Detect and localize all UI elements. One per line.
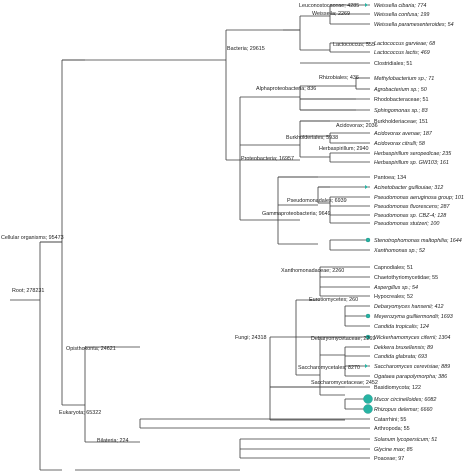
- abundance-marker-icon: [363, 394, 373, 404]
- leaf-label: Solanum lycopersicum; 51: [374, 437, 437, 443]
- abundance-arrow-icon: [365, 364, 368, 368]
- leaf-label: Glycine max; 85: [374, 447, 414, 453]
- node-label-bilateria: Bilateria; 224: [97, 438, 128, 444]
- node-label-fungi: Fungi; 24318: [235, 335, 266, 341]
- node-label-eurotiomycetes: Eurotiomycetes; 260: [309, 297, 358, 303]
- leaf-label: Arthropoda; 55: [374, 426, 410, 432]
- node-label-acidovorax: Acidovorax; 2036: [336, 123, 378, 129]
- node-label-opisthokonta: Opisthokonta; 24621: [66, 346, 116, 352]
- leaf-label: Pseudomonas aeruginosa group; 101: [374, 195, 464, 201]
- leaf-label: Stenotrophomonas maltophilia; 1644: [374, 238, 462, 244]
- leaf-label: Weissella cibaria; 774: [374, 3, 426, 9]
- tree-edges: [10, 4, 370, 471]
- leaf-label: Acinetobacter guillouiae; 312: [373, 185, 443, 191]
- node-label-debaryomycetaceae: Debaryomycetaceae; 2269: [311, 336, 375, 342]
- node-label-root: Root; 278231: [12, 288, 44, 294]
- leaf-label: Poaceae; 97: [374, 456, 404, 462]
- leaf-label: Dekkera bruxellensis; 89: [374, 345, 433, 351]
- leaf-label: Weissella paramesenteroides; 54: [374, 22, 454, 28]
- node-label-leuconostocaceae: Leuconostocaceae; 4285: [299, 3, 359, 9]
- leaf-label: Wickerhamomyces ciferrii; 1304: [374, 335, 450, 341]
- leaf-label: Burkholderiaceae; 151: [374, 119, 428, 125]
- leaf-label: Catarrhini; 55: [374, 417, 406, 423]
- leaf-label: Candida tropicalis; 124: [374, 324, 429, 330]
- leaf-label: Herbaspirillum sp. GW103; 161: [374, 160, 449, 166]
- leaf-label: Candida glabrata; 693: [374, 354, 427, 360]
- leaf-label: Lactococcus garvieae; 68: [374, 41, 435, 47]
- leaf-label: Acidovorax citrulli; 58: [373, 141, 425, 147]
- leaf-label: Pantoea; 134: [374, 175, 406, 181]
- abundance-marker-icon: [365, 237, 371, 243]
- leaf-label: Methylobacterium sp.; 71: [374, 76, 434, 82]
- abundance-marker-icon: [363, 404, 373, 414]
- node-label-lactococcus: Lactococcus; 555: [333, 42, 375, 48]
- node-label-rhizobiales: Rhizobiales; 436: [319, 75, 359, 81]
- abundance-marker-icon: [365, 334, 371, 340]
- node-label-saccharomycetaceae: Saccharomycetaceae; 2452: [311, 380, 378, 386]
- leaf-label: Rhizopus delemar; 6660: [374, 407, 432, 413]
- abundance-arrow-icon: [365, 185, 368, 189]
- leaf-label: Aspergillus sp.; 54: [373, 285, 418, 291]
- node-label-xanthomonadaceae: Xanthomonadaceae; 2260: [281, 268, 344, 274]
- node-label-burkholderiales: Burkholderiales; 5938: [286, 135, 338, 141]
- node-label-eukaryota: Eukaryota; 65322: [59, 410, 101, 416]
- leaf-label: Debaryomyces hansenii; 412: [374, 304, 444, 310]
- leaf-label: Pseudomonas stutzeri; 100: [374, 221, 439, 227]
- node-label-weissella: Weissella; 2269: [312, 11, 350, 17]
- leaf-label: Agrobacterium sp.; 50: [373, 87, 427, 93]
- leaf-label: Clostridiales; 51: [374, 61, 412, 67]
- leaf-label: Basidiomycota; 122: [374, 385, 421, 391]
- abundance-arrow-icon: [365, 3, 368, 7]
- leaf-label: Meyerozyma guilliermondii; 1693: [374, 314, 453, 320]
- leaf-label: Rhodobacteraceae; 51: [374, 97, 429, 103]
- leaf-label: Pseudomonas fluorescens; 287: [374, 204, 451, 210]
- node-label-proteobacteria: Proteobacteria; 16957: [241, 156, 294, 162]
- leaf-label: Capnodiales; 51: [374, 265, 413, 271]
- node-label-gammaproteobacteria: Gammaproteobacteria; 9649: [262, 211, 331, 217]
- leaf-label: Hypocreales; 52: [374, 294, 413, 300]
- leaf-label: Sphingomonas sp.; 83: [374, 108, 428, 114]
- node-label-cellular: Cellular organisms; 95473: [1, 235, 64, 241]
- leaf-label: Acidovorax avenae; 187: [373, 131, 433, 137]
- leaf-label: Mucor circinelloides; 6082: [374, 397, 436, 403]
- node-label-pseudomonadales: Pseudomonadales; 6939: [287, 198, 347, 204]
- leaf-label: Ogataea parapolymorpha; 386: [374, 374, 447, 380]
- leaf-label: Saccharomyces cerevisiae; 889: [374, 364, 450, 370]
- leaf-label: Lactococcus lactis; 469: [374, 50, 430, 56]
- tree-markers: [363, 3, 373, 414]
- leaf-label: Xanthomonas sp.; 52: [373, 248, 425, 254]
- node-label-bacteria: Bacteria; 29615: [227, 46, 265, 52]
- leaf-labels: Weissella cibaria; 774 Weissella confusa;…: [373, 3, 464, 462]
- leaf-label: Chaetothyriomycetidae; 55: [374, 275, 438, 281]
- leaf-label: Herbaspirillum seropedicae; 235: [374, 151, 452, 157]
- leaf-label: Pseudomonas sp. CBZ-4; 128: [374, 213, 446, 219]
- leaf-label: Weissella confusa; 199: [374, 12, 429, 18]
- node-label-saccharomycetales: Saccharomycetales; 8270: [298, 365, 360, 371]
- node-label-alphaproteobacteria: Alphaproteobacteria; 836: [256, 86, 316, 92]
- node-label-herbaspirillum: Herbaspirillum; 2940: [319, 146, 368, 152]
- abundance-marker-icon: [365, 313, 371, 319]
